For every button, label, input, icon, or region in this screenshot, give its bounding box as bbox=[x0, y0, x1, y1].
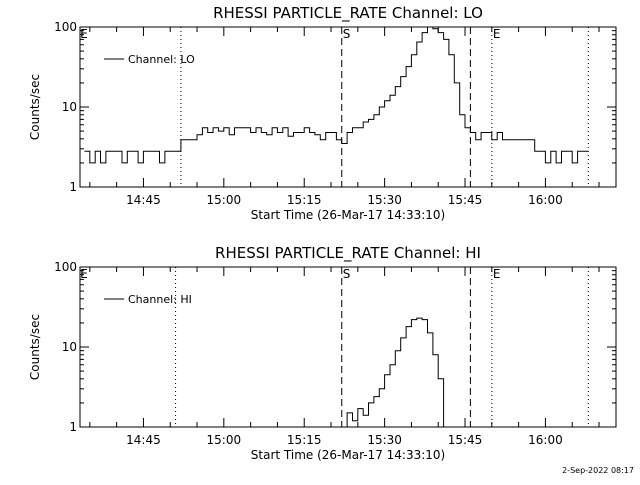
x-axis-label: Start Time (26-Mar-17 14:33:10) bbox=[251, 448, 445, 462]
x-tick-label: 14:45 bbox=[126, 433, 161, 447]
event-marker-label: S bbox=[343, 27, 351, 41]
event-marker-label: E bbox=[80, 267, 88, 281]
x-tick-label: 15:15 bbox=[287, 193, 322, 207]
event-marker-label: E bbox=[493, 27, 501, 41]
x-tick-label: 15:00 bbox=[207, 193, 242, 207]
series-line bbox=[341, 317, 449, 428]
x-tick-label: 16:00 bbox=[528, 433, 563, 447]
x-tick-label: 15:30 bbox=[367, 433, 402, 447]
chart-title: RHESSI PARTICLE_RATE Channel: HI bbox=[215, 244, 481, 263]
event-marker-label: S bbox=[343, 267, 351, 281]
event-marker-label: E bbox=[80, 27, 88, 41]
y-tick-label: 1 bbox=[69, 180, 77, 194]
y-tick-label: 10 bbox=[62, 100, 77, 114]
y-tick-label: 100 bbox=[54, 20, 77, 34]
x-axis-label: Start Time (26-Mar-17 14:33:10) bbox=[251, 208, 445, 222]
y-tick-label: 100 bbox=[54, 260, 77, 274]
x-tick-label: 14:45 bbox=[126, 193, 161, 207]
y-tick-label: 10 bbox=[62, 340, 77, 354]
x-tick-label: 15:45 bbox=[448, 193, 483, 207]
footer-timestamp: 2-Sep-2022 08:17 bbox=[562, 466, 634, 475]
legend-label: Channel: HI bbox=[128, 293, 192, 306]
y-axis-label: Counts/sec bbox=[28, 74, 42, 140]
series-line bbox=[84, 26, 589, 164]
y-axis-label: Counts/sec bbox=[28, 314, 42, 380]
x-tick-label: 15:45 bbox=[448, 433, 483, 447]
plot-frame bbox=[79, 266, 617, 428]
y-tick-label: 1 bbox=[69, 420, 77, 434]
event-marker-label: E bbox=[493, 267, 501, 281]
x-tick-label: 15:15 bbox=[287, 433, 322, 447]
x-tick-label: 15:30 bbox=[367, 193, 402, 207]
x-tick-label: 16:00 bbox=[528, 193, 563, 207]
legend-label: Channel: LO bbox=[128, 53, 195, 66]
chart-title: RHESSI PARTICLE_RATE Channel: LO bbox=[213, 4, 483, 23]
x-tick-label: 15:00 bbox=[207, 433, 242, 447]
